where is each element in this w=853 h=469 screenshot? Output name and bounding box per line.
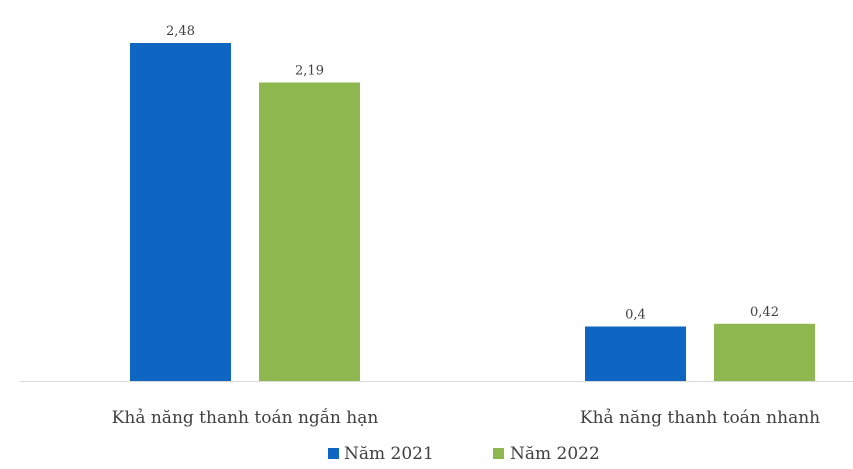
category-label-2: Khả năng thanh toán nhanh bbox=[580, 408, 820, 428]
legend-label-1: Năm 2021 bbox=[344, 444, 434, 464]
bar-1-series-2 bbox=[259, 82, 360, 381]
data-label-1-series-1: 2,48 bbox=[166, 24, 195, 39]
data-label-1-series-2: 2,19 bbox=[295, 64, 324, 79]
data-label-2-series-2: 0,42 bbox=[750, 305, 779, 320]
legend-swatch-1 bbox=[328, 448, 339, 459]
bar-2-series-2 bbox=[714, 323, 815, 381]
bar-2-series-1 bbox=[585, 326, 686, 381]
data-label-2-series-1: 0,4 bbox=[625, 308, 646, 323]
legend: Năm 2021 Năm 2022 bbox=[328, 444, 600, 464]
category-label-1: Khả năng thanh toán ngắn hạn bbox=[112, 408, 379, 428]
category-labels-layer: Khả năng thanh toán ngắn hạn Khả năng tha… bbox=[112, 408, 820, 428]
legend-label-2: Năm 2022 bbox=[510, 444, 600, 464]
bar-1-series-1 bbox=[130, 43, 231, 381]
legend-swatch-2 bbox=[493, 448, 504, 459]
value-labels-layer: 2,48 2,19 0,4 0,42 bbox=[166, 24, 779, 323]
bars-layer bbox=[130, 43, 815, 381]
